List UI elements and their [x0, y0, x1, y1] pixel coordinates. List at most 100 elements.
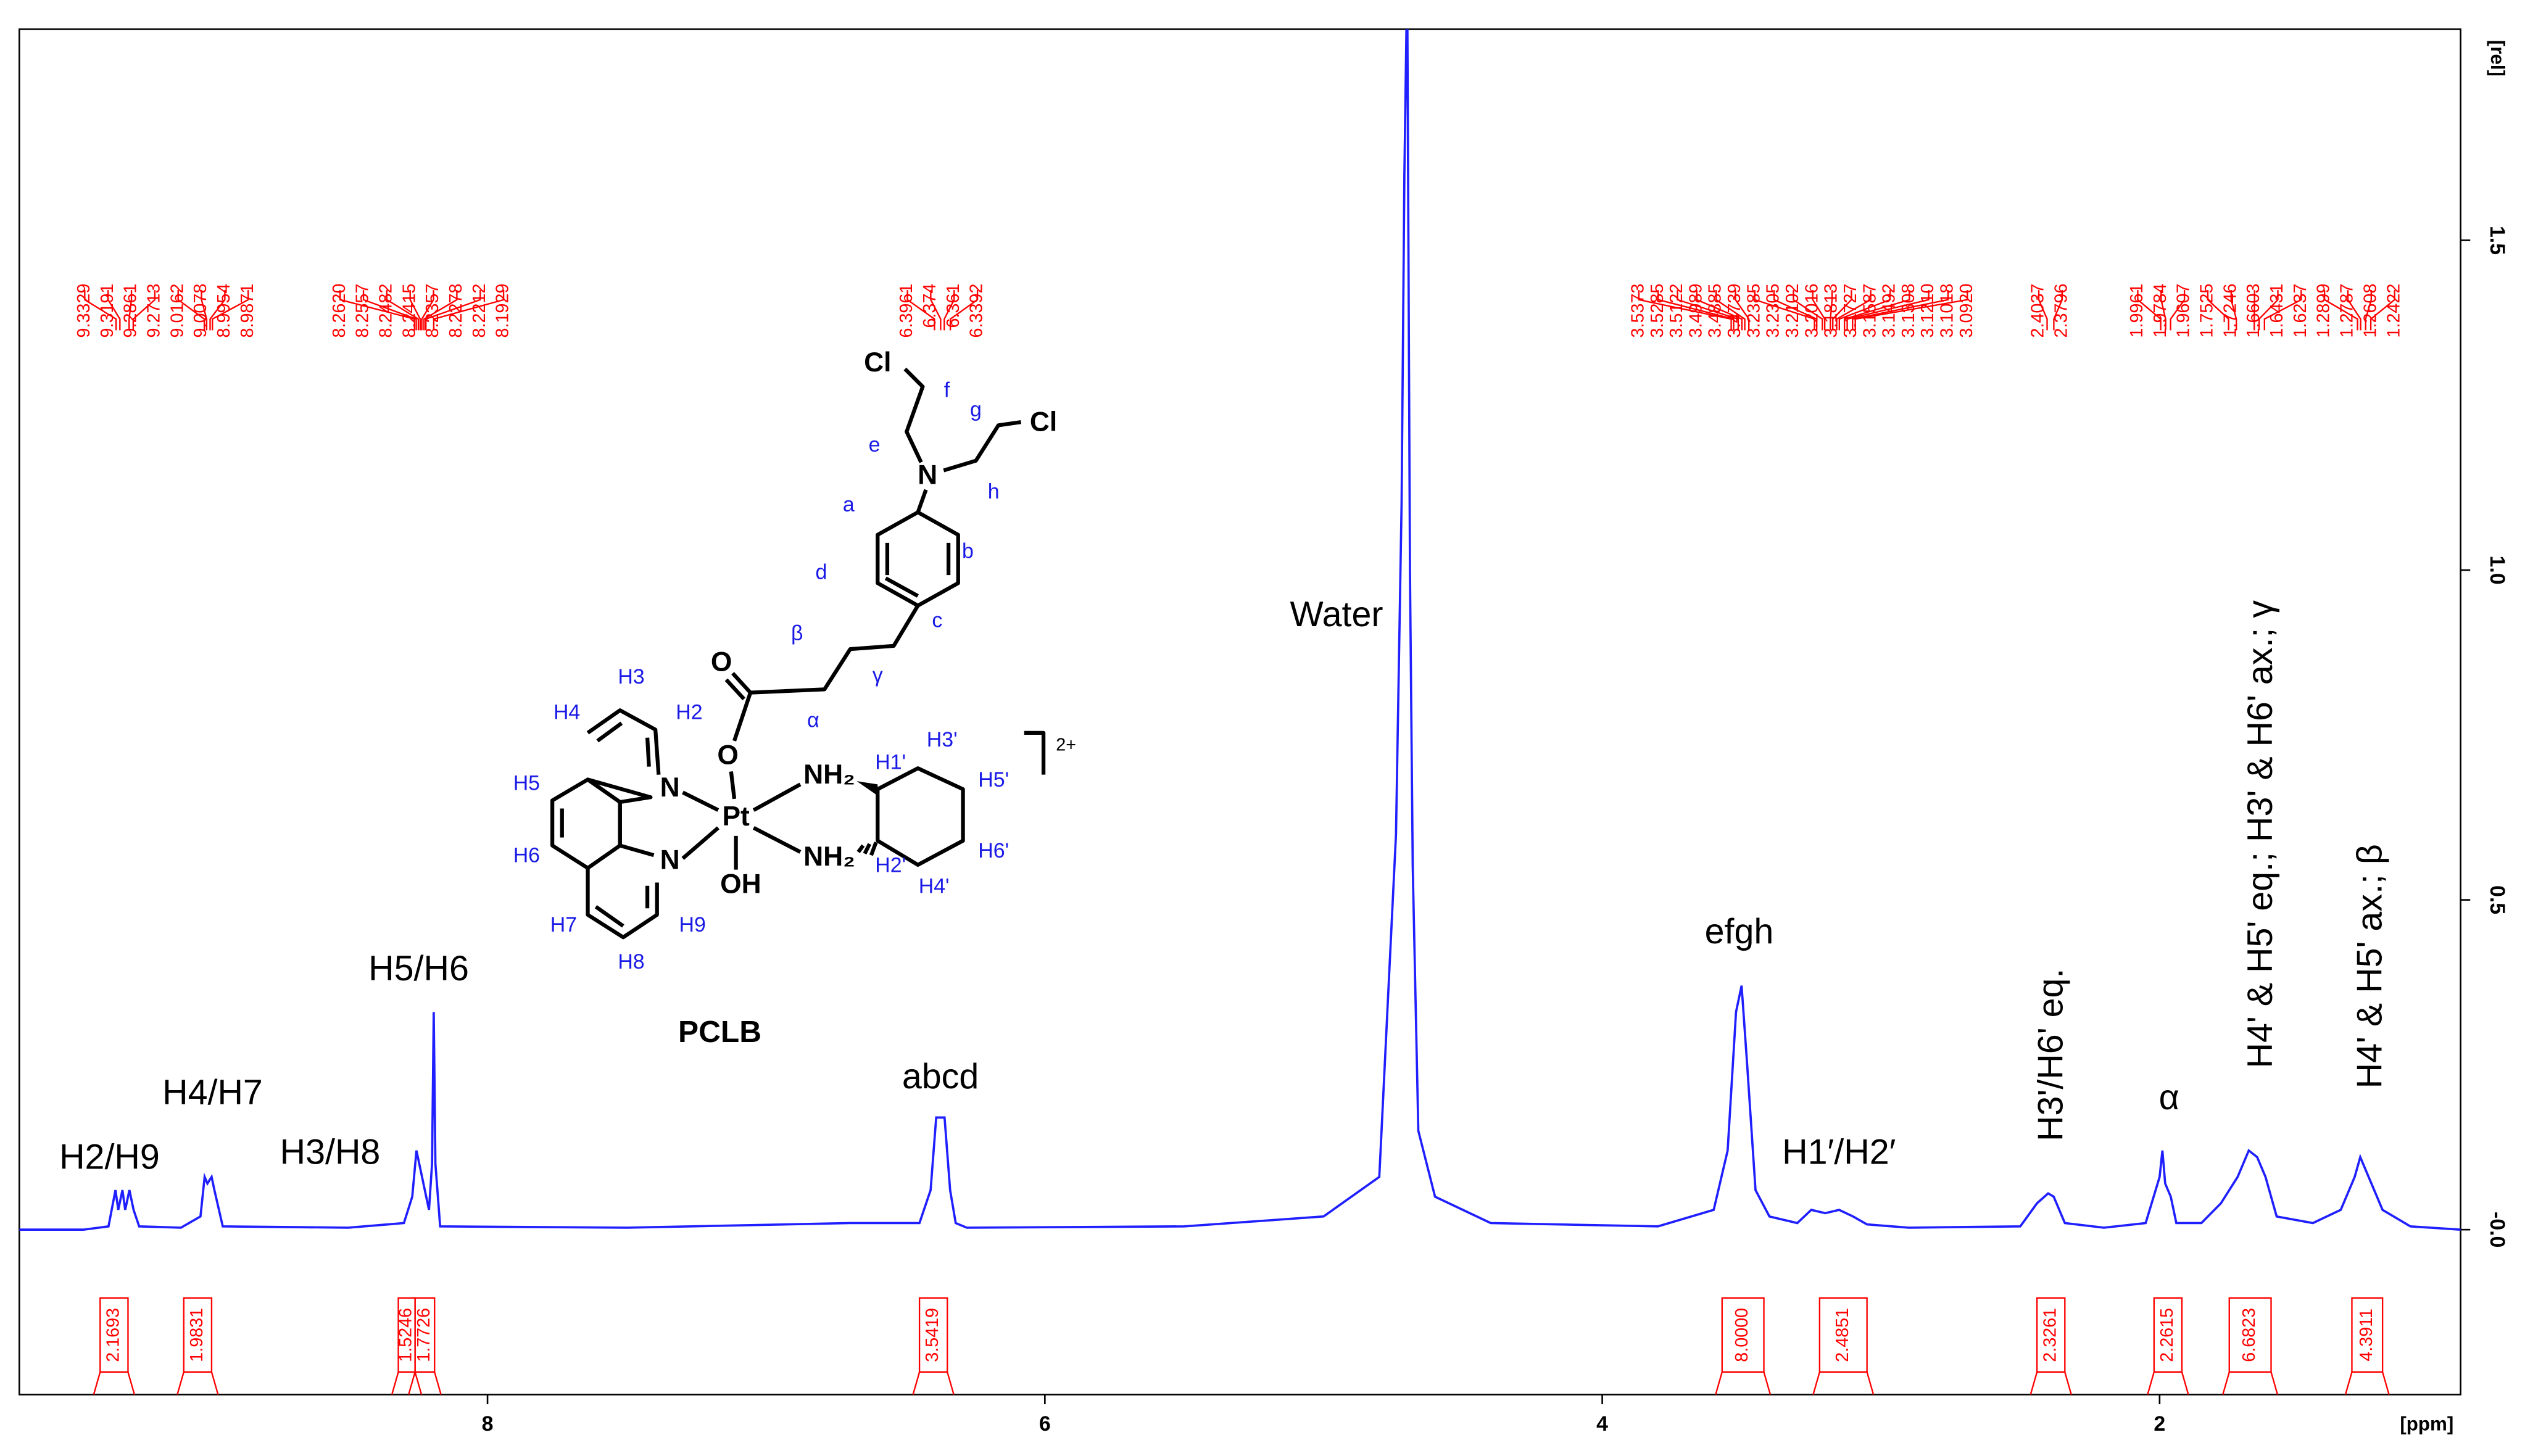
peak-leader [423, 290, 458, 331]
peak-label: 8.2482 [376, 284, 396, 338]
structure-label: Cl [864, 347, 891, 378]
peak-label: 8.1929 [493, 284, 513, 338]
integral-label: 3.5419 [923, 1308, 942, 1362]
peak-label: 9.0162 [167, 284, 187, 338]
peak-label: 3.5373 [1628, 284, 1648, 338]
structure-label: f [944, 379, 950, 402]
peak-leader [906, 290, 935, 331]
integral-curve [2222, 1371, 2279, 1395]
peak-leader [1843, 290, 1910, 331]
peak-label: 9.3329 [74, 284, 94, 338]
y-tick-label: 0.5 [2486, 885, 2509, 914]
peak-leader [1852, 290, 1949, 331]
peak-label: 9.0078 [191, 284, 210, 338]
structure-label: H5 [513, 771, 540, 795]
peak-leader [1638, 290, 1732, 331]
peak-label: 3.1210 [1918, 284, 1938, 338]
peak-label: 1.2422 [2384, 284, 2403, 338]
structure-label: N [660, 772, 680, 803]
peak-leader [212, 290, 249, 331]
peak-leader [2230, 290, 2237, 331]
structure-label: H5' [978, 768, 1009, 792]
integral-label: 4.3911 [2357, 1309, 2376, 1362]
peak-label: 6.3392 [967, 284, 987, 338]
peak-annotation: H3/H8 [280, 1133, 381, 1172]
peak-label: 3.0920 [1957, 284, 1976, 338]
structure-label: α [807, 709, 819, 732]
structure-label: g [970, 398, 982, 421]
peak-leader [107, 290, 121, 331]
structure-label: O [711, 647, 732, 677]
peak-leader [1812, 290, 1826, 331]
peak-leader [425, 290, 481, 331]
peak-leader [1677, 290, 1739, 331]
peak-label: 8.9871 [238, 284, 257, 338]
peak-label: 3.4885 [1706, 284, 1725, 338]
structure-label: H9 [679, 913, 705, 937]
peak-leader [362, 290, 417, 331]
integral-label: 2.1693 [103, 1308, 123, 1362]
peak-label: 3.2016 [1802, 284, 1822, 338]
structure-bonds [550, 367, 1046, 940]
peak-label: 3.1018 [1938, 284, 1957, 338]
structure-label: H4 [554, 700, 580, 724]
structure-label: H6' [978, 839, 1009, 862]
peak-leader [2137, 290, 2162, 331]
peak-leader [1696, 290, 1743, 331]
structure-label: b [962, 539, 974, 563]
peak-leader [1830, 290, 1833, 331]
peak-leader [1735, 290, 1750, 331]
integral-curve [391, 1371, 423, 1395]
peak-leader [2365, 290, 2373, 331]
structure-label: NH₂ [803, 842, 855, 872]
structure-label: a [843, 493, 855, 516]
structure-label: N [660, 845, 680, 875]
peak-leader [1793, 290, 1823, 331]
structure-label: γ [873, 663, 883, 687]
structure-label: N [918, 460, 937, 490]
structure-label: c [932, 609, 942, 632]
y-axis-label: [rel] [2487, 40, 2508, 77]
integral-curve [2147, 1371, 2189, 1395]
peak-leader [2370, 290, 2395, 331]
peak-label: 1.2899 [2314, 284, 2334, 338]
structure-label: OH [720, 869, 761, 899]
structure-label: 2+ [1056, 735, 1076, 755]
peak-leader [2207, 290, 2229, 331]
peak-label: 3.4989 [1686, 284, 1706, 338]
peak-label: 3.5122 [1667, 284, 1686, 338]
structure-label: H4' [919, 874, 950, 898]
structure-label: H7 [550, 913, 577, 937]
integral-label: 2.3261 [2040, 1308, 2060, 1362]
peak-leader [1838, 290, 1891, 331]
peak-leader [1846, 290, 1930, 331]
structure-label: O [717, 740, 739, 771]
peak-label: 3.2305 [1764, 284, 1783, 338]
peak-leader [1836, 290, 1872, 331]
peak-annotation: efgh [1705, 912, 1774, 951]
peak-leader [339, 290, 415, 331]
structure-label: H1' [875, 750, 906, 774]
peak-annotation: H4/H7 [162, 1073, 263, 1112]
peak-leader [177, 290, 205, 331]
structure-name: PCLB [678, 1014, 761, 1049]
peak-leader [209, 290, 226, 331]
peak-leader [1657, 290, 1735, 331]
peak-leader [943, 290, 955, 331]
peak-leader [84, 290, 117, 331]
peak-leader [2347, 290, 2361, 331]
peak-label: 2.4037 [2028, 284, 2048, 338]
structure-label: Pt [722, 801, 750, 832]
structure-label: β [791, 622, 803, 645]
integral-label: 6.6823 [2239, 1308, 2259, 1362]
peak-label: 1.7246 [2220, 284, 2240, 338]
peak-label: 6.361 [943, 284, 963, 328]
integral-curve [176, 1371, 219, 1395]
peak-label: 2.3796 [2051, 284, 2071, 338]
structure-label: H2 [676, 700, 702, 724]
peak-label: 8.2620 [330, 284, 349, 338]
peak-leader [2263, 290, 2302, 331]
peak-label: 1.6431 [2267, 284, 2287, 338]
peak-leader [2258, 290, 2279, 331]
